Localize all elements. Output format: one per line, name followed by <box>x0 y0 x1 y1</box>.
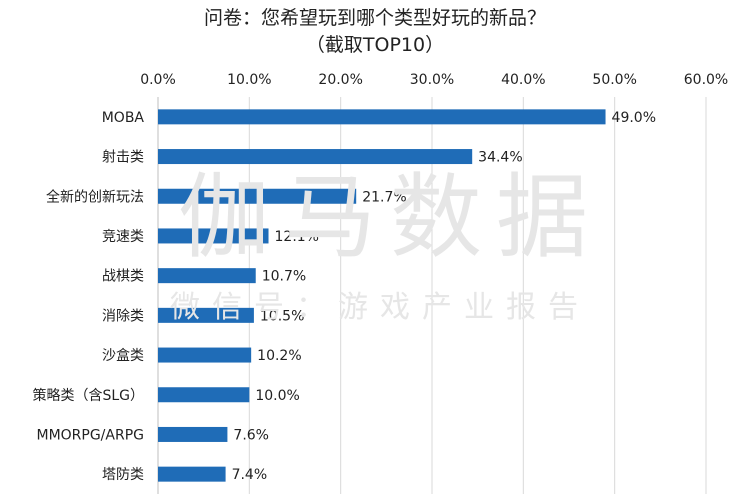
category-label: 策略类（含SLG） <box>32 387 144 404</box>
x-tick-label: 60.0% <box>684 72 728 88</box>
value-label: 7.6% <box>233 427 269 443</box>
value-label: 10.7% <box>262 269 306 285</box>
value-label: 21.7% <box>362 189 406 205</box>
value-label: 49.0% <box>612 110 656 126</box>
x-tick-label: 20.0% <box>318 72 362 88</box>
value-label: 7.4% <box>232 467 268 483</box>
value-label: 10.5% <box>260 308 304 324</box>
category-label: MOBA <box>102 110 145 126</box>
bar <box>158 466 226 482</box>
value-label: 10.0% <box>255 388 299 404</box>
category-label: 战棋类 <box>102 269 144 285</box>
value-labels: 49.0% 34.4% 21.7% 12.1% 10.7% 10.5% 10.2% 10.0%… <box>232 110 656 483</box>
x-tick-label: 0.0% <box>140 72 176 88</box>
bar <box>158 347 252 363</box>
bar <box>158 426 228 442</box>
x-tick-label: 40.0% <box>501 72 545 88</box>
value-label: 10.2% <box>257 348 301 364</box>
value-label: 12.1% <box>275 229 319 245</box>
category-label: 射击类 <box>102 150 144 166</box>
category-label: 沙盒类 <box>102 347 144 364</box>
chart-title: 问卷：您希望玩到哪个类型好玩的新品？ <box>203 7 546 29</box>
category-label: 竞速类 <box>102 228 144 245</box>
bar <box>158 228 269 244</box>
x-tick-label: 50.0% <box>592 72 636 88</box>
chart-subtitle: （截取TOP10） <box>305 34 445 56</box>
category-label: 塔防类 <box>102 467 144 483</box>
bar <box>158 109 606 125</box>
bar <box>158 307 254 323</box>
x-tick-label: 30.0% <box>410 72 454 88</box>
bar <box>158 149 473 165</box>
x-tick-label: 10.0% <box>227 72 271 88</box>
x-axis-ticks: 0.0% 10.0% 20.0% 30.0% 40.0% 50.0% 60.0% <box>140 72 728 88</box>
bar <box>158 188 357 204</box>
value-label: 34.4% <box>478 150 522 166</box>
bars <box>158 109 606 482</box>
category-label: 全新的创新玩法 <box>46 188 144 205</box>
category-label: MMORPG/ARPG <box>36 427 144 443</box>
category-label: 消除类 <box>102 308 144 324</box>
bar <box>158 268 256 284</box>
bar <box>158 387 250 403</box>
